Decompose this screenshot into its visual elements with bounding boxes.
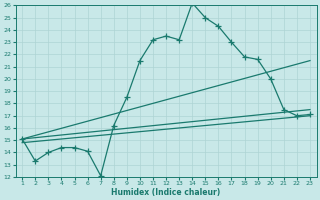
X-axis label: Humidex (Indice chaleur): Humidex (Indice chaleur) [111, 188, 221, 197]
